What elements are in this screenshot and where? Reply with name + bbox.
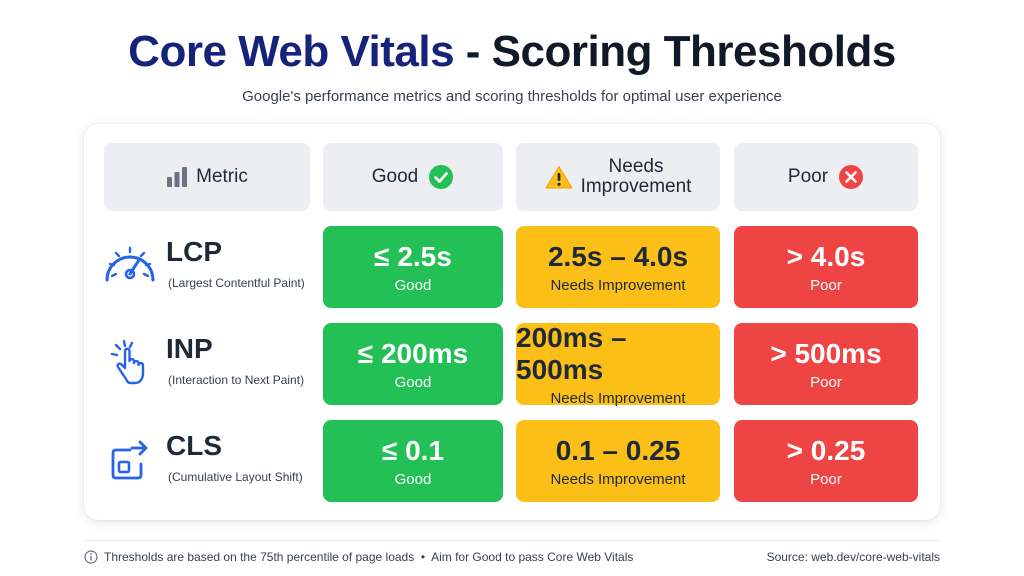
- lcp-needs-cell: 2.5s – 4.0s Needs Improvement: [516, 226, 720, 308]
- metric-full-name: (Largest Contentful Paint): [168, 276, 305, 290]
- speedometer-icon: [102, 240, 158, 290]
- threshold-label: Needs Improvement: [550, 470, 686, 488]
- threshold-label: Poor: [810, 470, 842, 488]
- header-good-label: Good: [371, 166, 419, 187]
- footer: Thresholds are based on the 75th percent…: [84, 540, 940, 564]
- lcp-good-cell: ≤ 2.5s Good: [323, 226, 503, 308]
- threshold-value: > 500ms: [770, 337, 882, 369]
- cls-needs-cell: 0.1 – 0.25 Needs Improvement: [516, 420, 720, 502]
- x-circle-icon: [838, 164, 864, 190]
- threshold-value: ≤ 2.5s: [374, 240, 452, 272]
- page-title-rest: - Scoring Thresholds: [454, 27, 897, 76]
- layout-shift-icon: [102, 434, 158, 484]
- page-title-accent: Core Web Vitals: [128, 27, 455, 76]
- inp-needs-cell: 200ms – 500ms Needs Improvement: [516, 321, 720, 407]
- metric-full-name: (Interaction to Next Paint): [168, 373, 305, 387]
- threshold-value: 200ms – 500ms: [516, 321, 627, 385]
- threshold-label: Poor: [810, 276, 842, 294]
- threshold-value: ≤ 0.1: [381, 434, 445, 466]
- footer-note: Thresholds are based on the 75th percent…: [104, 549, 634, 564]
- inp-poor-cell: > 500ms Poor: [734, 323, 918, 405]
- metric-abbr: INP: [166, 333, 213, 364]
- footer-source: Source: web.dev/core-web-vitals: [766, 549, 940, 564]
- metric-inp: INP (Interaction to Next Paint): [100, 323, 320, 405]
- page-title: Core Web Vitals - Scoring Thresholds: [0, 26, 1024, 78]
- threshold-value: > 4.0s: [786, 240, 866, 272]
- header-good: Good: [323, 143, 503, 211]
- header-poor-label: Poor: [787, 166, 829, 187]
- cls-good-cell: ≤ 0.1 Good: [323, 420, 503, 502]
- metric-lcp: LCP (Largest Contentful Paint): [100, 226, 320, 308]
- check-circle-icon: [428, 164, 454, 190]
- header-metric: Metric: [104, 143, 310, 211]
- cls-poor-cell: > 0.25 Poor: [734, 420, 918, 502]
- threshold-label: Needs Improvement: [550, 389, 686, 407]
- threshold-label: Good: [394, 373, 432, 391]
- header-metric-label: Metric: [196, 166, 248, 187]
- metric-abbr: LCP: [166, 236, 222, 267]
- threshold-value: 2.5s – 4.0s: [547, 240, 689, 272]
- header-needs-line1: Needs: [608, 156, 664, 177]
- info-icon: [84, 549, 98, 564]
- metric-full-name: (Cumulative Layout Shift): [168, 470, 303, 484]
- threshold-label: Poor: [810, 373, 842, 391]
- header-needs-line2: Improvement: [580, 176, 692, 197]
- threshold-value: ≤ 200ms: [357, 337, 469, 369]
- threshold-label: Needs Improvement: [550, 276, 686, 294]
- inp-good-cell: ≤ 200ms Good: [323, 323, 503, 405]
- lcp-poor-cell: > 4.0s Poor: [734, 226, 918, 308]
- metric-cls: CLS (Cumulative Layout Shift): [100, 420, 320, 502]
- threshold-value: > 0.25: [786, 434, 866, 466]
- threshold-value: 0.1 – 0.25: [555, 434, 681, 466]
- warning-icon: [545, 165, 573, 189]
- metric-abbr: CLS: [166, 430, 222, 461]
- tap-hand-icon: [102, 337, 158, 387]
- threshold-label: Good: [394, 276, 432, 294]
- page-subtitle: Google's performance metrics and scoring…: [242, 88, 782, 105]
- bar-chart-icon: [166, 167, 188, 187]
- header-needs-improvement: Needs Improvement: [516, 143, 720, 211]
- header-poor: Poor: [734, 143, 918, 211]
- threshold-label: Good: [394, 470, 432, 488]
